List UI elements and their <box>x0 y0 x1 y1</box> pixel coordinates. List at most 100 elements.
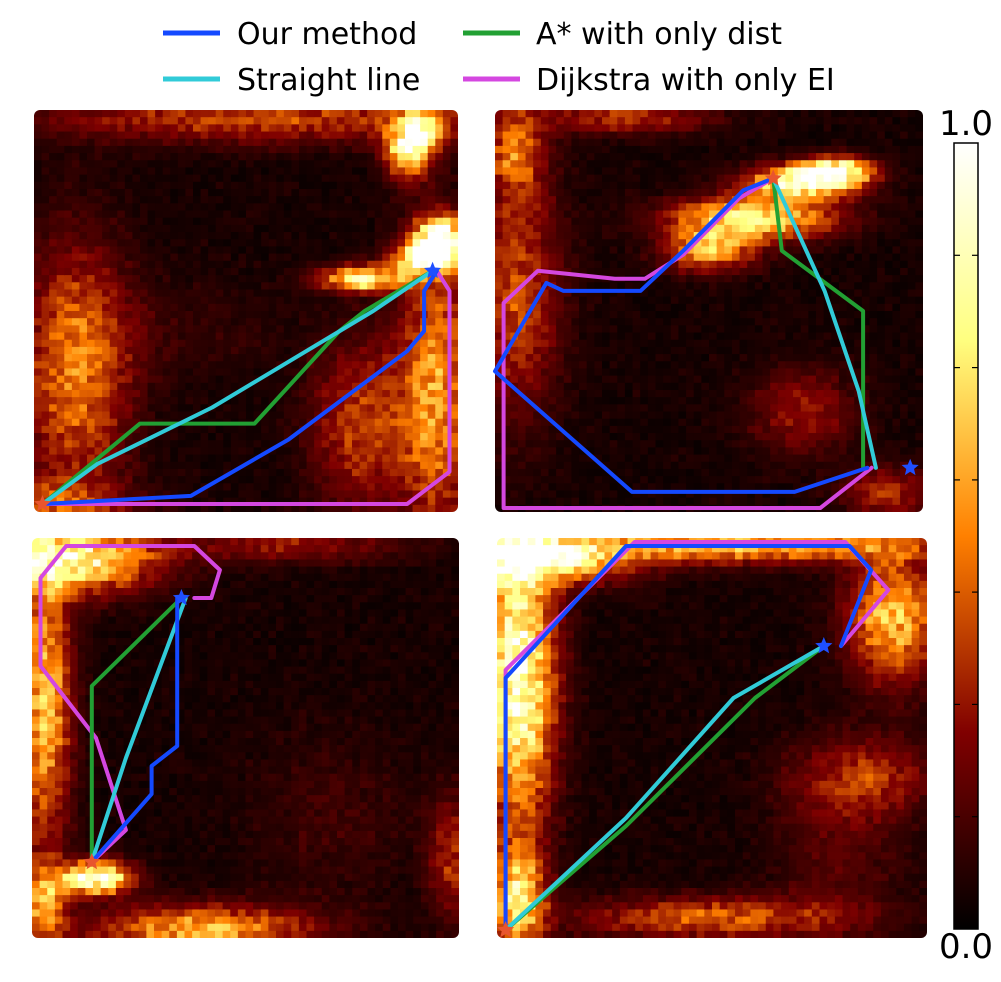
heatmap-cell <box>571 468 580 477</box>
heatmap-cell <box>647 253 657 262</box>
heatmap-cell <box>495 239 504 247</box>
heatmap-cell <box>586 181 595 190</box>
heatmap-cell <box>670 382 680 391</box>
heatmap-cell <box>155 382 164 391</box>
heatmap-cell <box>435 468 444 477</box>
heatmap-cell <box>56 447 65 456</box>
heatmap-cell <box>670 318 680 326</box>
heatmap-cell <box>435 174 444 183</box>
heatmap-cell <box>540 361 550 370</box>
heatmap-cell <box>102 440 111 448</box>
heatmap-cell <box>442 124 452 133</box>
heatmap-cell <box>306 196 315 204</box>
heatmap-cell <box>344 203 353 212</box>
heatmap-cell <box>724 404 733 413</box>
heatmap-cell <box>389 318 399 326</box>
heatmap-cell <box>716 282 725 291</box>
heatmap-cell <box>495 289 504 298</box>
heatmap-cell <box>223 131 232 140</box>
heatmap-cell <box>655 224 664 233</box>
heatmap-cell <box>731 267 741 276</box>
heatmap-cell <box>71 411 81 420</box>
heatmap-cell <box>412 461 421 470</box>
heatmap-cell <box>352 246 361 255</box>
heatmap-cell <box>617 447 626 456</box>
heatmap-cell <box>336 239 346 247</box>
heatmap-cell <box>193 253 202 262</box>
heatmap-cell <box>533 375 542 384</box>
heatmap-cell <box>71 174 81 183</box>
heatmap-cell <box>709 232 718 240</box>
heatmap-cell <box>655 375 664 384</box>
heatmap-cell <box>624 404 634 413</box>
heatmap-cell <box>102 476 111 484</box>
heatmap-cell <box>739 246 748 255</box>
heatmap-cell <box>556 318 565 326</box>
heatmap-cell <box>253 303 262 312</box>
heatmap-cell <box>663 267 672 276</box>
heatmap-cell <box>223 325 232 334</box>
heatmap-cell <box>716 440 725 448</box>
heatmap-cell <box>571 217 580 226</box>
heatmap-cell <box>352 404 361 413</box>
heatmap-cell <box>49 174 58 183</box>
heatmap-cell <box>450 124 458 133</box>
heatmap-cell <box>109 318 118 326</box>
heatmap-cell <box>283 361 293 370</box>
heatmap-cell <box>495 397 504 405</box>
heatmap-cell <box>495 124 504 133</box>
heatmap-cell <box>261 318 270 326</box>
heatmap-cell <box>344 246 353 255</box>
heatmap-cell <box>420 224 429 233</box>
heatmap-cell <box>321 267 330 276</box>
heatmap-cell <box>427 188 436 197</box>
heatmap-cell <box>140 497 149 506</box>
heatmap-cell <box>87 404 96 413</box>
heatmap-cell <box>261 275 270 283</box>
heatmap-cell <box>405 145 414 154</box>
heatmap-cell <box>246 110 255 118</box>
heatmap-cell <box>79 389 88 398</box>
heatmap-cell <box>495 196 504 204</box>
heatmap-cell <box>185 289 194 298</box>
heatmap-cell <box>215 354 224 362</box>
heatmap-cell <box>686 447 695 456</box>
heatmap-cell <box>261 483 270 492</box>
heatmap-cell <box>230 325 240 334</box>
heatmap-cell <box>701 397 710 405</box>
heatmap-cell <box>609 167 618 176</box>
heatmap-cell <box>724 389 733 398</box>
heatmap-cell <box>185 461 194 470</box>
heatmap-cell <box>450 131 458 140</box>
heatmap-cell <box>389 433 399 441</box>
heatmap-cell <box>329 296 338 305</box>
heatmap-cell <box>435 433 444 441</box>
heatmap-cell <box>215 117 224 125</box>
heatmap-cell <box>655 497 664 506</box>
heatmap-cell <box>655 217 664 226</box>
heatmap-cell <box>397 375 406 384</box>
heatmap-cell <box>41 224 50 233</box>
heatmap-cell <box>739 354 748 362</box>
heatmap-cell <box>709 325 718 334</box>
heatmap-cell <box>724 303 733 312</box>
heatmap-cell <box>617 210 626 219</box>
heatmap-cell <box>344 253 353 262</box>
heatmap-cell <box>709 490 718 499</box>
heatmap-cell <box>208 346 217 355</box>
heatmap-cell <box>283 239 293 247</box>
heatmap-cell <box>49 332 58 341</box>
heatmap-cell <box>367 289 376 298</box>
heatmap-cell <box>579 339 588 348</box>
heatmap-cell <box>525 282 534 291</box>
heatmap-cell <box>510 138 519 147</box>
heatmap-cell <box>374 418 383 427</box>
heatmap-cell <box>533 138 542 147</box>
heatmap-cell <box>314 433 323 441</box>
heatmap-cell <box>663 361 672 370</box>
heatmap-cell <box>87 311 96 319</box>
heatmap-cell <box>739 318 748 326</box>
heatmap-cell <box>299 203 308 212</box>
heatmap-cell <box>329 325 338 334</box>
heatmap-cell <box>571 282 580 291</box>
